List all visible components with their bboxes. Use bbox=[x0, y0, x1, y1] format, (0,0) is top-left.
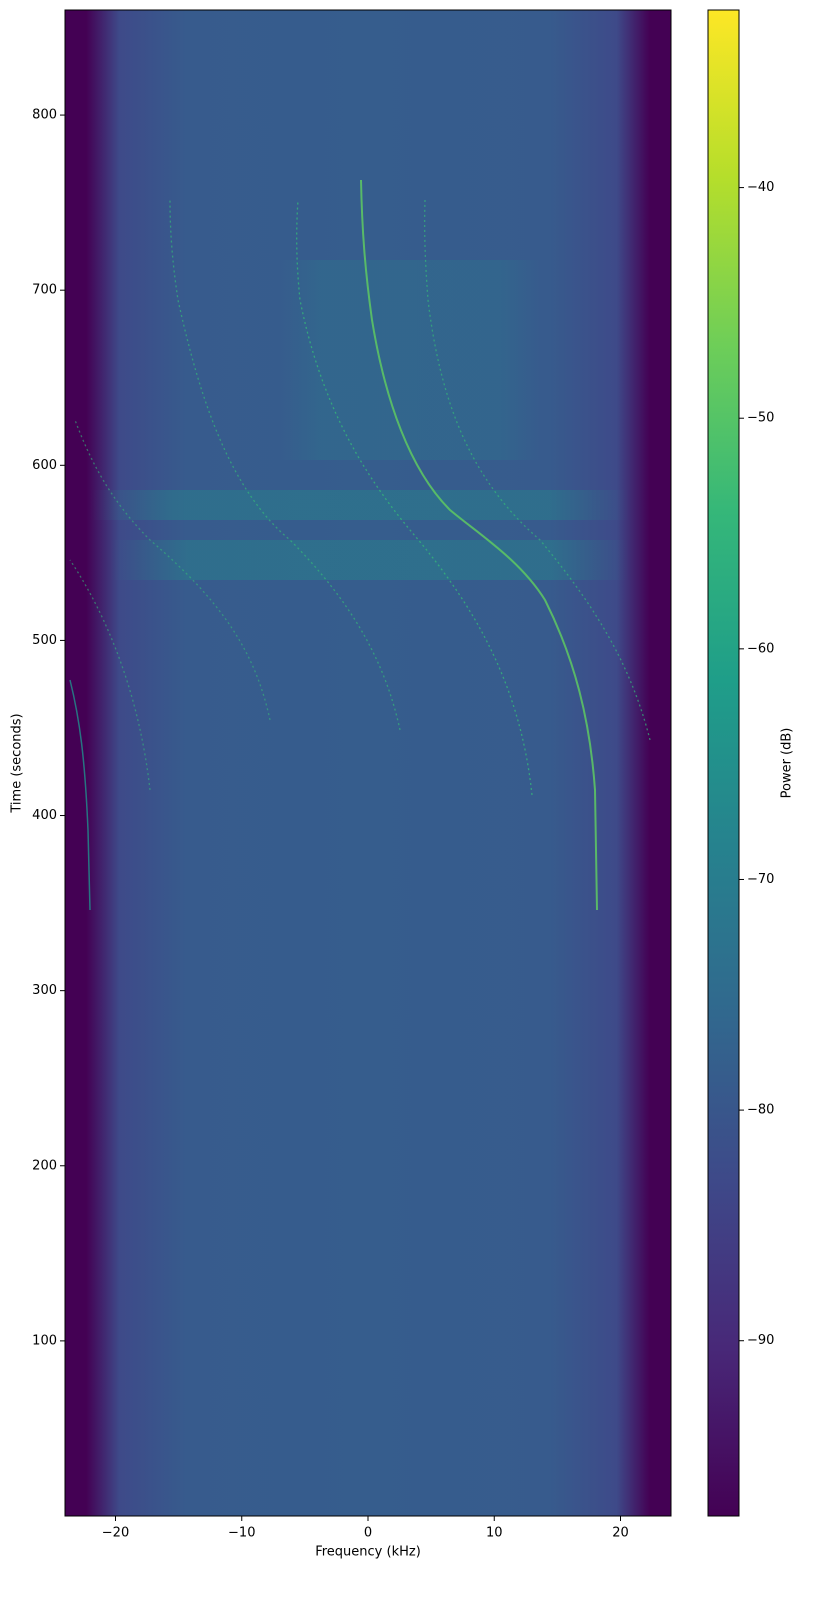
x-tick-label: −20 bbox=[102, 1526, 129, 1541]
x-tick-label: −10 bbox=[228, 1526, 255, 1541]
x-axis-label: Frequency (kHz) bbox=[315, 1545, 421, 1560]
colorbar-tick-label: −50 bbox=[747, 411, 774, 426]
y-tick-label: 400 bbox=[32, 808, 57, 823]
spectrogram-image bbox=[65, 10, 671, 1516]
colorbar-label: Power (dB) bbox=[780, 728, 795, 799]
colorbar-tick-label: −80 bbox=[747, 1103, 774, 1118]
y-tick-label: 600 bbox=[32, 458, 57, 473]
colorbar-tick-label: −60 bbox=[747, 641, 774, 656]
x-tick-label: 20 bbox=[612, 1526, 629, 1541]
x-tick-label: 10 bbox=[486, 1526, 503, 1541]
colorbar bbox=[707, 9, 740, 1517]
x-tick-label: 0 bbox=[364, 1526, 372, 1541]
y-tick-label: 300 bbox=[32, 983, 57, 998]
y-axis-label: Time (seconds) bbox=[10, 713, 25, 813]
colorbar-tick-label: −90 bbox=[747, 1333, 774, 1348]
y-tick-label: 800 bbox=[32, 108, 57, 123]
y-tick-label: 500 bbox=[32, 633, 57, 648]
colorbar-tick-label: −70 bbox=[747, 872, 774, 887]
y-tick-label: 200 bbox=[32, 1158, 57, 1173]
y-tick-label: 100 bbox=[32, 1333, 57, 1348]
colorbar-tick-label: −40 bbox=[747, 180, 774, 195]
y-tick-label: 700 bbox=[32, 283, 57, 298]
